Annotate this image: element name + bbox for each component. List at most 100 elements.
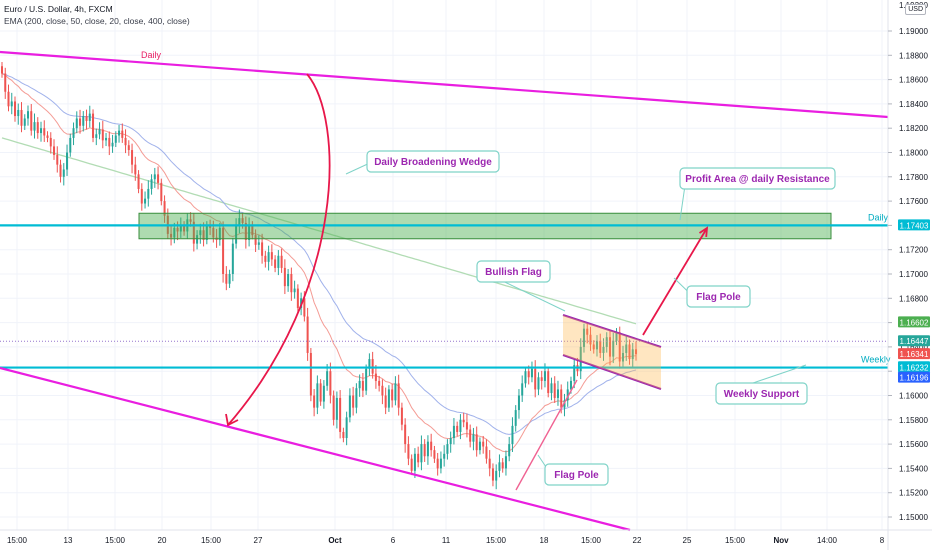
candle-body — [199, 230, 202, 236]
candle-body — [595, 340, 598, 350]
candle-body — [462, 419, 465, 423]
candle-body — [231, 243, 234, 274]
callout-text: Flag Pole — [554, 470, 599, 481]
candle-body — [342, 431, 345, 439]
candle-body — [410, 458, 413, 471]
candle-body — [261, 242, 264, 256]
candle-body — [274, 259, 277, 268]
symbol-title: Euro / U.S. Dollar, 4h, FXCM — [4, 4, 113, 14]
profit-target-arrow — [642, 227, 708, 336]
candle-body — [631, 349, 634, 360]
candle-body — [225, 274, 228, 284]
candle-body — [235, 225, 238, 244]
candle-body — [566, 389, 569, 401]
candle-body — [374, 373, 377, 381]
candle-body — [244, 222, 247, 240]
time-tick-label: 11 — [442, 536, 451, 545]
candle-body — [339, 397, 342, 432]
wedge-lower-trendline — [0, 366, 631, 532]
candle-body — [267, 252, 270, 262]
candle-body — [173, 227, 176, 238]
callout-profit-area-daily-resistance: Profit Area @ daily Resistance — [679, 167, 836, 221]
profit-target-arrow-head — [698, 226, 709, 238]
currency-badge[interactable]: USD — [905, 4, 926, 15]
candle-body — [508, 444, 511, 457]
candle-body — [537, 377, 540, 390]
candle-body — [23, 118, 26, 126]
candle-body — [543, 371, 546, 381]
price-label-text: 1.16447 — [900, 337, 929, 346]
candle-body — [179, 225, 182, 232]
candle-body — [153, 174, 156, 180]
candle-body — [27, 111, 30, 119]
candle-body — [394, 383, 397, 401]
candle-body — [147, 188, 150, 199]
price-label-box — [898, 219, 930, 231]
candle-body — [209, 225, 212, 228]
callout-bullish-flag: Bullish Flag — [476, 260, 566, 312]
candle-body — [355, 388, 358, 408]
candle-body — [452, 425, 455, 439]
callout-text: Bullish Flag — [485, 267, 542, 278]
candle-body — [127, 145, 130, 151]
price-label-box — [898, 335, 930, 347]
candle-body — [270, 252, 273, 260]
price-tick-label: 1.18200 — [899, 124, 928, 133]
candle-body — [251, 225, 254, 236]
price-tick-label: 1.15200 — [899, 489, 928, 498]
candle-body — [36, 122, 39, 134]
price-label-box — [898, 361, 930, 373]
candle-body — [144, 198, 147, 204]
ema-20-line — [1, 73, 637, 453]
candle-body — [498, 462, 501, 471]
candle-body — [478, 441, 481, 451]
candle-body — [387, 389, 390, 408]
candle-body — [413, 453, 416, 471]
candle-body — [459, 419, 462, 432]
price-tick-label: 1.16800 — [899, 294, 928, 303]
price-tick-label: 1.18400 — [899, 100, 928, 109]
candle-body — [446, 444, 449, 454]
candle-body — [433, 450, 436, 459]
callout-flag-pole: Flag Pole — [673, 277, 751, 308]
candle-body — [599, 340, 602, 353]
candle-body — [306, 316, 309, 353]
price-tick-label: 1.18000 — [899, 149, 928, 158]
candle-body — [140, 188, 143, 204]
candle-body — [160, 182, 163, 202]
candle-body — [254, 235, 257, 245]
candle-body — [381, 385, 384, 396]
candle-body — [329, 371, 332, 396]
callout-box — [544, 463, 609, 486]
candle-body — [345, 417, 348, 439]
candle-body — [550, 383, 553, 394]
candle-body — [420, 444, 423, 463]
candle-body — [189, 219, 192, 222]
candle-body — [426, 441, 429, 457]
callout-text: Daily Broadening Wedge — [374, 157, 492, 168]
ema-lines — [1, 73, 637, 453]
candle-body — [192, 221, 195, 244]
candle-body — [296, 288, 299, 309]
candle-body — [400, 407, 403, 425]
time-tick-label: 15:00 — [105, 536, 126, 545]
candle-body — [573, 365, 576, 381]
candle-body — [556, 389, 559, 398]
candle-body — [358, 380, 361, 389]
candle-body — [150, 179, 153, 189]
candle-body — [309, 352, 312, 396]
candle-body — [212, 227, 215, 238]
time-tick-label: 15:00 — [581, 536, 602, 545]
candle-body — [579, 346, 582, 372]
candle-body — [290, 274, 293, 293]
candle-body — [530, 368, 533, 378]
candle-body — [170, 233, 173, 238]
candle-body — [7, 91, 10, 107]
candle-body — [404, 424, 407, 445]
price-tick-label: 1.16400 — [899, 343, 928, 352]
candle-body — [101, 129, 104, 141]
candle-body — [628, 344, 631, 360]
candle-body — [504, 456, 507, 469]
candle-body — [352, 395, 355, 408]
